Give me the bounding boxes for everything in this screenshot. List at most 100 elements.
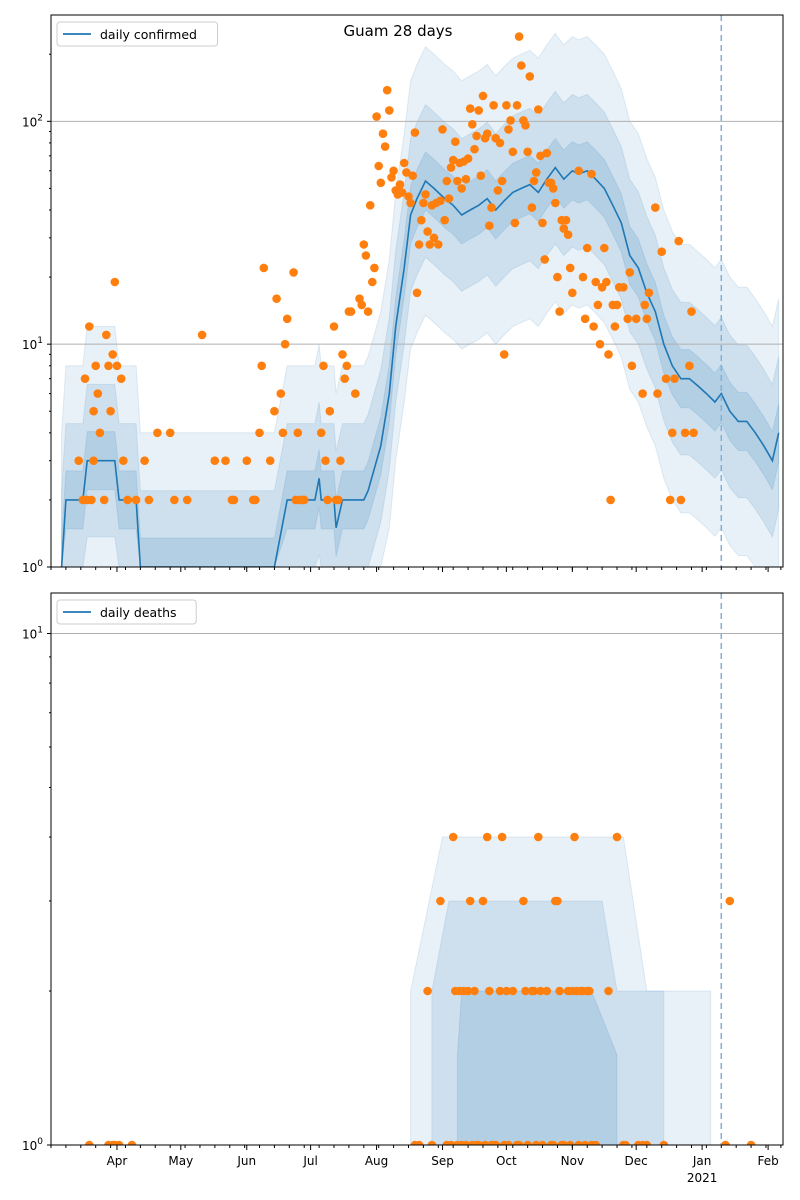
data-point — [410, 128, 420, 137]
data-point — [444, 194, 454, 203]
uncertainty-band — [431, 900, 665, 1145]
data-point — [523, 147, 532, 157]
data-point — [687, 307, 696, 316]
data-point — [357, 300, 367, 310]
data-point — [523, 1140, 532, 1145]
data-point — [342, 361, 352, 371]
axes-frame — [50, 14, 784, 568]
data-point — [578, 272, 588, 282]
data-point — [651, 203, 660, 212]
data-point — [442, 176, 452, 186]
data-point — [197, 330, 207, 340]
data-point — [542, 986, 552, 996]
data-point — [289, 268, 298, 277]
data-point — [80, 374, 90, 384]
data-point — [640, 300, 649, 310]
data-point — [276, 389, 286, 398]
data-point — [395, 180, 405, 189]
data-point — [127, 1140, 137, 1145]
data-point — [340, 374, 350, 384]
data-point — [670, 374, 679, 384]
data-point — [487, 203, 496, 212]
data-point — [270, 406, 279, 416]
data-point — [414, 1140, 424, 1145]
data-point — [325, 406, 335, 416]
data-point — [140, 456, 149, 466]
data-point — [423, 227, 432, 236]
data-point — [385, 106, 394, 115]
data-point — [87, 495, 96, 505]
data-point — [478, 91, 488, 101]
data-point — [529, 986, 539, 996]
legend-label: daily confirmed — [100, 27, 197, 42]
data-point — [565, 1140, 575, 1145]
data-point — [474, 106, 484, 115]
data-point — [119, 456, 128, 466]
data-point — [668, 428, 677, 438]
data-point — [376, 178, 386, 188]
data-point — [725, 896, 735, 906]
x-tick-label: Sep — [431, 1154, 454, 1168]
data-point — [680, 428, 690, 438]
data-point — [91, 361, 100, 371]
data-point — [676, 495, 686, 505]
data-point — [514, 32, 524, 41]
y-tick-label: 102 — [22, 113, 43, 129]
data-point — [721, 1140, 730, 1145]
data-point — [529, 176, 539, 186]
data-point — [585, 986, 594, 996]
data-point — [404, 192, 413, 201]
data-point — [436, 196, 445, 206]
data-point — [470, 986, 479, 996]
data-point — [495, 986, 505, 996]
data-point — [89, 406, 98, 416]
data-point — [521, 121, 530, 130]
data-point — [499, 350, 509, 359]
data-point — [591, 1140, 600, 1145]
data-point — [482, 832, 492, 842]
data-point — [627, 361, 637, 371]
data-point — [644, 288, 654, 298]
data-point — [412, 288, 422, 298]
data-point — [265, 456, 275, 466]
data-point — [563, 230, 573, 239]
data-point — [153, 428, 162, 438]
data-point — [548, 184, 558, 193]
data-point — [402, 168, 411, 177]
data-point — [485, 986, 494, 996]
data-point — [602, 277, 611, 287]
data-point — [319, 361, 328, 371]
deaths-panel: 100 101 Apr May Jun Jul Aug Sep Oct Nov Dec Jan 2021… — [22, 592, 784, 1185]
y-tick-exponent: 1 — [37, 626, 43, 636]
data-point — [482, 129, 492, 138]
data-point — [419, 198, 428, 208]
data-point — [102, 330, 111, 340]
data-point — [514, 1140, 524, 1145]
data-point — [116, 374, 126, 384]
x-tick-label: Feb — [757, 1154, 778, 1168]
x-tick-label: Jun — [236, 1154, 256, 1168]
data-point — [336, 456, 345, 466]
legend-box — [56, 599, 197, 625]
data-point — [453, 176, 462, 186]
data-point — [406, 198, 415, 208]
x-tick-label: Nov — [561, 1154, 584, 1168]
data-point — [565, 263, 575, 273]
data-point — [425, 240, 435, 249]
x-tick-label: May — [168, 1154, 193, 1168]
data-point — [370, 263, 379, 273]
data-point — [570, 832, 579, 842]
data-point — [559, 1140, 569, 1145]
data-point — [604, 350, 613, 359]
data-point — [106, 406, 115, 416]
x-tick-label: Dec — [625, 1154, 648, 1168]
data-point — [559, 224, 569, 233]
data-point — [182, 495, 192, 505]
data-point — [621, 1140, 630, 1145]
y-tick-exponent: 1 — [37, 336, 43, 346]
data-point — [293, 428, 303, 438]
x-tick-label: Aug — [365, 1154, 388, 1168]
data-point — [210, 456, 220, 466]
data-point — [538, 218, 547, 228]
